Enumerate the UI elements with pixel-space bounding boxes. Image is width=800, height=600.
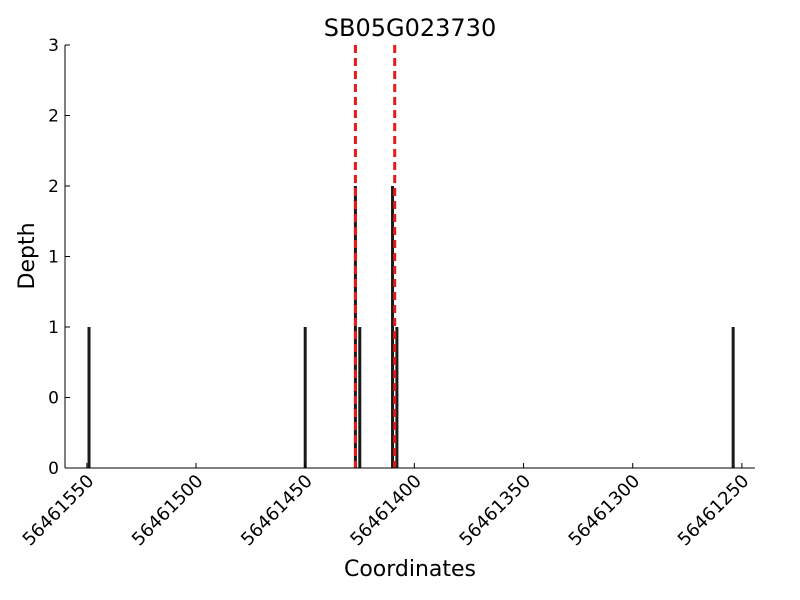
y-tick-label: 3 <box>48 36 59 56</box>
bar <box>353 186 357 468</box>
bar <box>731 327 735 468</box>
chart-title: SB05G023730 <box>324 14 496 42</box>
bar <box>391 186 395 468</box>
x-tick-label: 56461350 <box>455 471 535 551</box>
bar <box>395 327 399 468</box>
y-tick-label: 1 <box>48 318 59 338</box>
bar <box>358 327 362 468</box>
y-tick-label: 1 <box>48 248 59 268</box>
y-axis-label: Depth <box>15 222 40 289</box>
y-tick-label: 2 <box>48 107 59 127</box>
x-tick-label: 56461300 <box>565 471 645 551</box>
y-tick-label: 0 <box>48 459 59 479</box>
y-tick-label: 0 <box>48 389 59 409</box>
x-tick-label: 56461450 <box>237 471 317 551</box>
bar <box>303 327 307 468</box>
x-axis-label: Coordinates <box>344 557 476 582</box>
x-tick-label: 56461550 <box>19 471 99 551</box>
x-tick-label: 56461400 <box>346 471 426 551</box>
x-tick-label: 56461250 <box>674 471 754 551</box>
x-tick-label: 56461500 <box>128 471 208 551</box>
bar <box>87 327 91 468</box>
y-tick-label: 2 <box>48 177 59 197</box>
